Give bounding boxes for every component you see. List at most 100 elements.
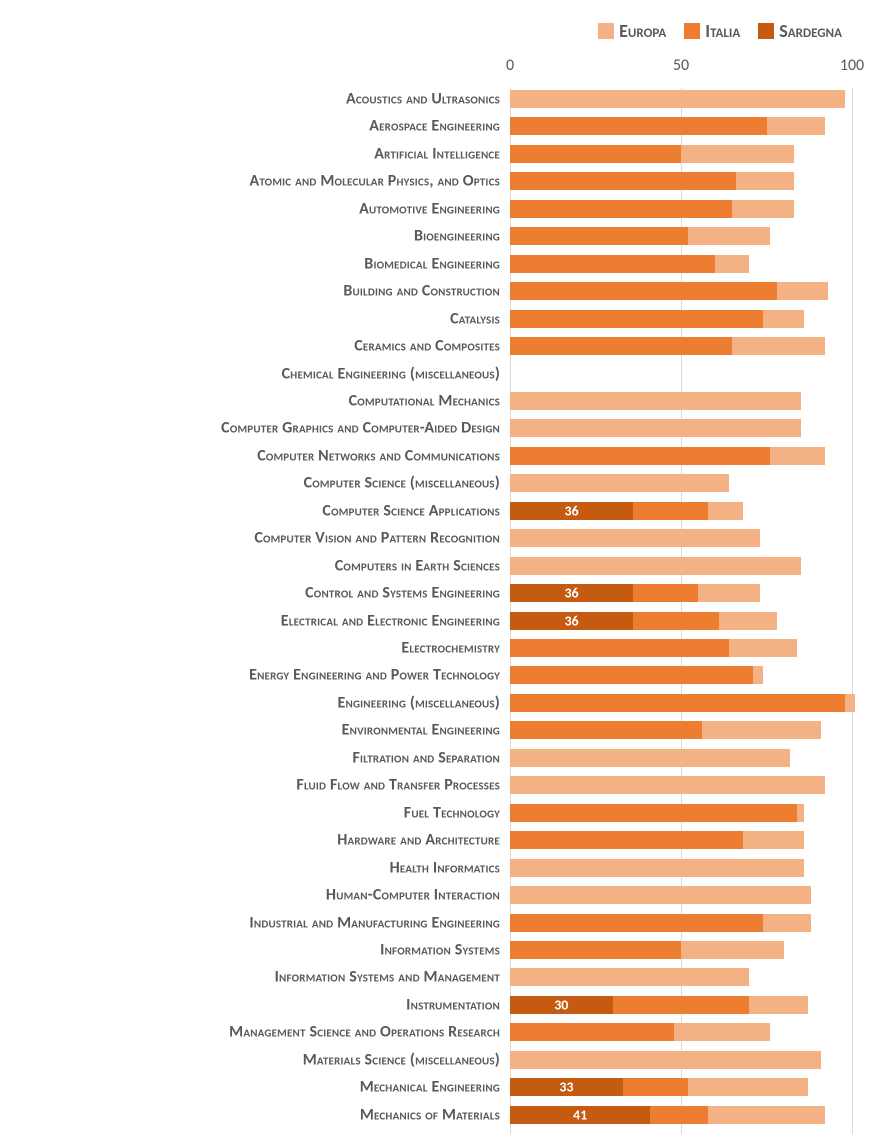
bar-track <box>510 447 852 465</box>
category-label: Ceramics and Composites <box>354 337 500 356</box>
bar-row: Fuel Technology <box>0 802 852 824</box>
bar-row: Chemical Engineering (miscellaneous) <box>0 363 852 385</box>
category-label: Chemical Engineering (miscellaneous) <box>282 364 500 383</box>
x-axis-tick: 50 <box>673 56 689 75</box>
bar-track <box>510 831 852 849</box>
category-label: Control and Systems Engineering <box>305 584 500 603</box>
bar-track <box>510 804 852 822</box>
bar-row: Materials Science (miscellaneous) <box>0 1049 852 1071</box>
bar-segment-europa <box>510 968 749 986</box>
bar-segment-europa <box>763 914 811 932</box>
category-label: Information Systems and Management <box>275 968 500 987</box>
bar-track <box>510 90 852 108</box>
bar-row: Electrical and Electronic Engineering 36 <box>0 610 852 632</box>
category-label: Computers in Earth Sciences <box>335 556 500 575</box>
bar-row: Environmental Engineering <box>0 719 852 741</box>
bar-segment-europa <box>510 886 811 904</box>
legend-label: Italia <box>705 20 740 42</box>
category-label: Management Science and Operations Resear… <box>229 1023 500 1042</box>
bar-track <box>510 694 852 712</box>
legend-label: Europa <box>619 20 666 42</box>
bar-track <box>510 749 852 767</box>
bar-segment-italia <box>510 337 732 355</box>
bar-segment-sardegna: 36 <box>510 502 633 520</box>
bar-segment-europa <box>763 310 804 328</box>
bar-segment-italia <box>510 1023 674 1041</box>
category-label: Automotive Engineering <box>359 199 500 218</box>
bar-segment-europa <box>753 666 763 684</box>
legend-swatch <box>684 23 700 39</box>
bar-track <box>510 914 852 932</box>
bar-track <box>510 1023 852 1041</box>
category-label: Energy Engineering and Power Technology <box>249 666 500 685</box>
bar-value-label: 36 <box>564 502 578 519</box>
category-label: Environmental Engineering <box>342 721 500 740</box>
bar-row: Automotive Engineering <box>0 198 852 220</box>
bar-track <box>510 419 852 437</box>
bar-track <box>510 200 852 218</box>
bar-segment-italia <box>510 914 763 932</box>
bar-track <box>510 145 852 163</box>
bar-segment-europa <box>770 447 825 465</box>
category-label: Industrial and Manufacturing Engineering <box>249 913 500 932</box>
bar-segment-europa <box>719 612 777 630</box>
bar-track: 36 <box>510 612 852 630</box>
bar-segment-europa <box>729 639 797 657</box>
bar-track <box>510 941 852 959</box>
category-label: Information Systems <box>380 940 500 959</box>
bar-row: Computer Networks and Communications <box>0 445 852 467</box>
category-label: Computational Mechanics <box>349 391 500 410</box>
bar-row: Computer Vision and Pattern Recognition <box>0 527 852 549</box>
bar-segment-europa <box>715 255 749 273</box>
category-label: Bioengineering <box>414 227 500 246</box>
bar-value-label: 41 <box>573 1106 587 1123</box>
bar-track <box>510 310 852 328</box>
bar-row: Human-Computer Interaction <box>0 884 852 906</box>
legend-item-europa: Europa <box>598 20 666 42</box>
category-label: Fuel Technology <box>404 803 500 822</box>
category-label: Electrical and Electronic Engineering <box>281 611 500 630</box>
bar-row: Information Systems <box>0 939 852 961</box>
bar-track <box>510 666 852 684</box>
bar-segment-europa <box>510 859 804 877</box>
bar-row: Control and Systems Engineering 36 <box>0 582 852 604</box>
bar-row: Computer Graphics and Computer-Aided Des… <box>0 417 852 439</box>
gridline <box>852 88 853 1134</box>
bar-value-label: 33 <box>559 1079 573 1096</box>
bar-segment-italia <box>633 612 719 630</box>
bar-track: 36 <box>510 502 852 520</box>
category-label: Computer Science Applications <box>322 501 500 520</box>
category-label: Hardware and Architecture <box>337 831 500 850</box>
x-axis-tick: 100 <box>840 56 864 75</box>
legend-item-sardegna: Sardegna <box>758 20 842 42</box>
bar-segment-europa <box>510 419 801 437</box>
bar-segment-europa <box>749 996 807 1014</box>
bar-segment-europa <box>732 337 824 355</box>
bar-track <box>510 282 852 300</box>
bar-segment-italia <box>510 447 770 465</box>
category-label: Instrumentation <box>406 995 500 1014</box>
x-axis: 050100 <box>510 56 852 80</box>
bar-row: Energy Engineering and Power Technology <box>0 664 852 686</box>
bar-segment-europa <box>510 90 845 108</box>
bar-track <box>510 474 852 492</box>
bar-track <box>510 172 852 190</box>
bar-segment-europa <box>797 804 804 822</box>
bar-segment-italia <box>510 255 715 273</box>
legend-swatch <box>758 23 774 39</box>
bar-row: Information Systems and Management <box>0 966 852 988</box>
bar-segment-italia <box>510 721 702 739</box>
bar-row: Ceramics and Composites <box>0 335 852 357</box>
bar-track <box>510 639 852 657</box>
bar-segment-italia <box>633 502 708 520</box>
bar-row: Instrumentation 30 <box>0 994 852 1016</box>
legend-label: Sardegna <box>779 20 842 42</box>
bar-track: 36 <box>510 584 852 602</box>
bar-segment-europa <box>736 172 794 190</box>
bar-track <box>510 1051 852 1069</box>
bar-track: 30 <box>510 996 852 1014</box>
bar-row: Computers in Earth Sciences <box>0 555 852 577</box>
bar-segment-sardegna: 41 <box>510 1106 650 1124</box>
bar-track <box>510 337 852 355</box>
bar-segment-europa <box>702 721 822 739</box>
